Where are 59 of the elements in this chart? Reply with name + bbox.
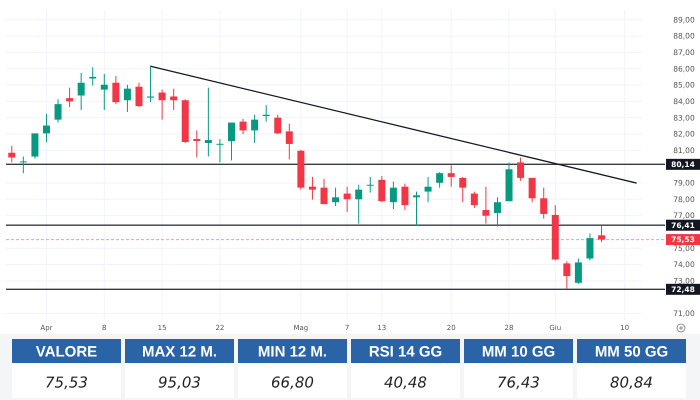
candlestick xyxy=(586,232,594,261)
candlestick xyxy=(216,138,224,163)
candlestick xyxy=(274,114,282,135)
candlestick xyxy=(124,84,131,112)
candlestick xyxy=(436,172,444,188)
candlestick xyxy=(517,156,524,182)
candlestick xyxy=(240,118,247,135)
candlestick xyxy=(401,183,408,211)
category-label: VALORE xyxy=(36,343,98,360)
text: 80,84 xyxy=(610,373,653,392)
text: 95,03 xyxy=(158,373,201,392)
category-label: MIN 12 M. xyxy=(258,343,328,360)
candlestick xyxy=(31,132,38,159)
candlestick xyxy=(459,176,466,203)
candlestick xyxy=(54,98,62,124)
category-label: MM 10 GG xyxy=(482,343,556,360)
category-label: RSI 14 GG xyxy=(368,343,442,360)
candlestick xyxy=(574,258,582,284)
candlestick xyxy=(204,87,212,158)
candlestick xyxy=(135,82,142,108)
candlestick xyxy=(344,186,351,212)
candlestick xyxy=(366,176,374,194)
candlestick xyxy=(563,260,570,290)
candlestick xyxy=(413,191,420,226)
candlestick xyxy=(66,87,74,108)
candlestick xyxy=(470,191,478,209)
candlestick xyxy=(308,176,316,200)
candlestick xyxy=(42,113,50,143)
candlestick xyxy=(494,196,501,228)
candlestick xyxy=(112,75,120,105)
candlestick xyxy=(598,225,606,243)
candlestick xyxy=(228,122,235,161)
candlestick xyxy=(390,181,397,210)
candlestick xyxy=(448,164,455,188)
candlestick xyxy=(355,184,362,224)
candlestick xyxy=(78,72,85,111)
candlestick xyxy=(8,145,16,163)
candlestick xyxy=(193,130,200,158)
candlestick xyxy=(540,187,548,220)
candlestick xyxy=(320,178,328,205)
candlestick xyxy=(286,123,293,160)
candlestick xyxy=(262,104,270,122)
category-label: MM 50 GG xyxy=(594,343,668,360)
candlestick xyxy=(332,187,340,207)
candlestick xyxy=(378,175,386,203)
candlestick xyxy=(424,176,432,203)
candlestick xyxy=(158,89,166,120)
candlestick xyxy=(89,66,96,86)
candlestick xyxy=(482,186,490,224)
text: 76,43 xyxy=(497,373,540,392)
category-label: MAX 12 M. xyxy=(142,343,218,360)
candlestick xyxy=(100,73,108,111)
candlestick xyxy=(20,156,27,174)
text: 75,53 xyxy=(45,373,88,392)
candlestick xyxy=(251,114,258,144)
text: 66,80 xyxy=(271,373,314,392)
candlestick xyxy=(170,88,178,111)
candlestick xyxy=(528,177,536,203)
text: 40,48 xyxy=(384,373,427,392)
